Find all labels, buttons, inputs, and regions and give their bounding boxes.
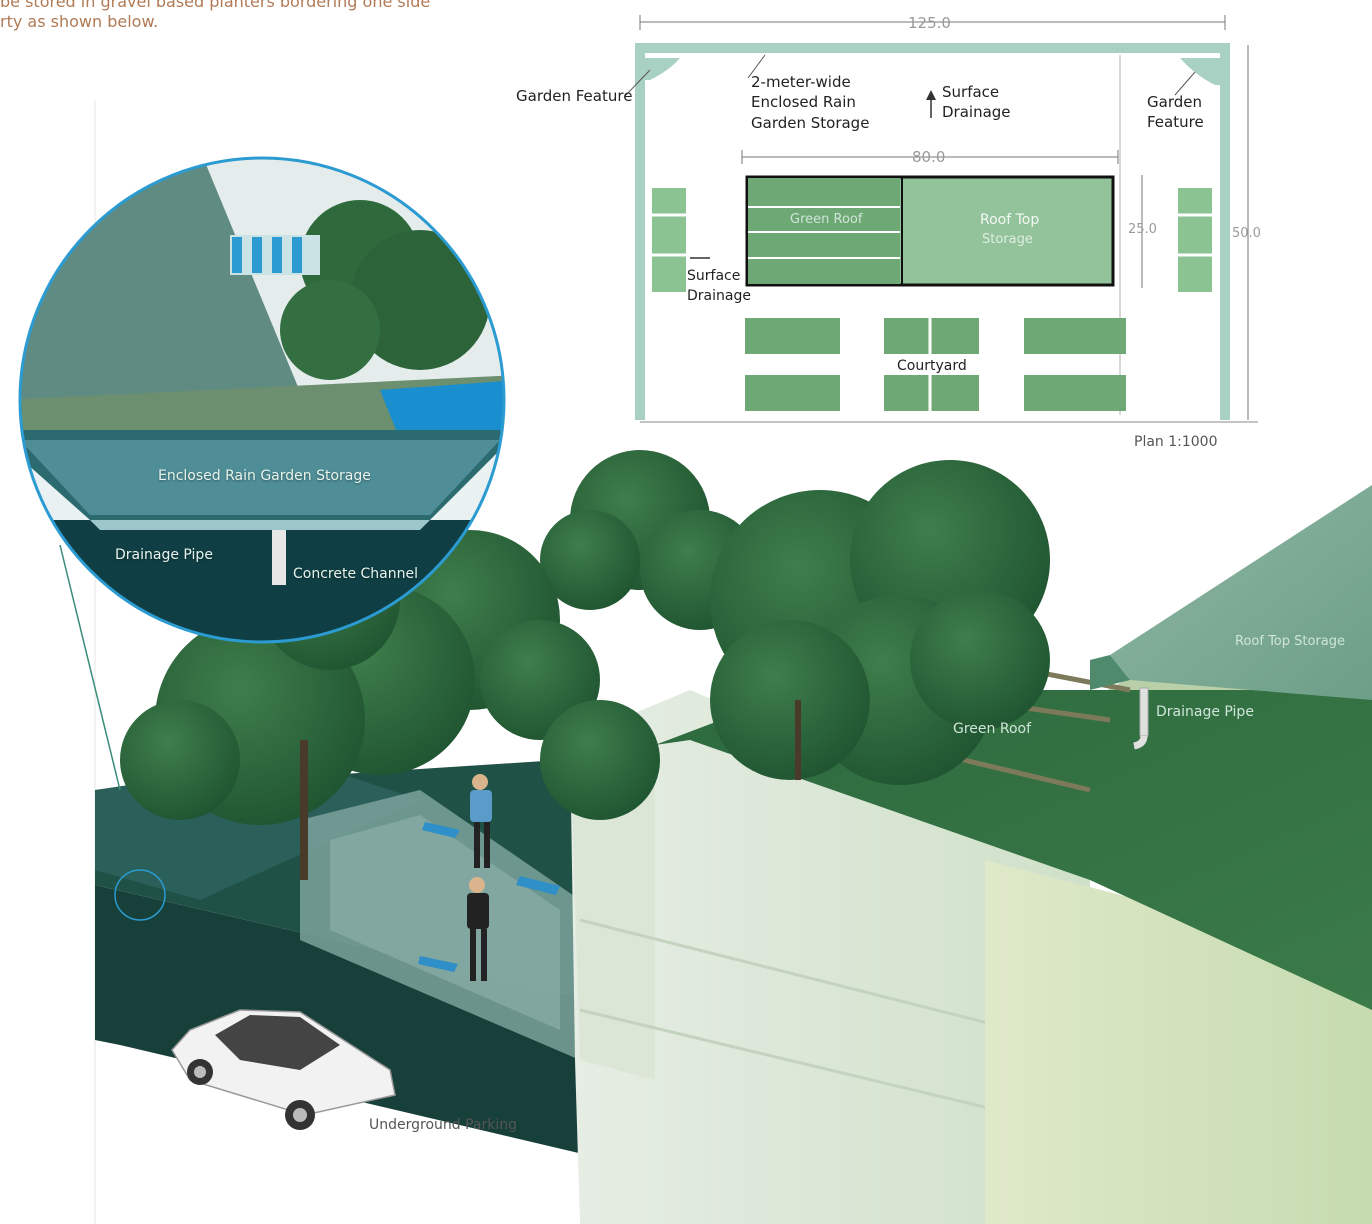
label-green-roof-plan: Green Roof (790, 212, 863, 227)
inset-ring (18, 156, 506, 644)
dim-overall-depth: 50.0 (1232, 226, 1261, 241)
label-enclosed-rain-garden-storage: Enclosed Rain Garden Storage (158, 468, 371, 484)
inset-circle (20, 158, 504, 642)
plan-scale: Plan 1:1000 (1134, 434, 1218, 450)
label-storage-line-3: Garden Storage (751, 114, 870, 132)
label-surface-drainage-top-2: Drainage (942, 103, 1011, 121)
label-roof-top-storage-plan-2: Storage (982, 232, 1033, 247)
car (171, 1009, 396, 1130)
intro-line-1: be stored in gravel based planters borde… (0, 0, 431, 11)
intro-line-2: rty as shown below. (0, 12, 159, 31)
label-garden-feature-right-1: Garden (1147, 93, 1202, 111)
label-garden-feature-right-2: Feature (1147, 113, 1204, 131)
dim-block-height: 25.0 (1128, 222, 1157, 237)
green-roof (655, 690, 1372, 1010)
label-section-drainage-pipe: Drainage Pipe (1156, 704, 1254, 720)
label-surface-drainage-side-1: Surface (687, 268, 741, 284)
label-surface-drainage-top-1: Surface (942, 83, 1000, 101)
dim-inner-width: 80.0 (912, 148, 946, 166)
plan-drawing (624, 15, 1258, 425)
pedestrians (467, 774, 492, 981)
label-green-roof: Green Roof (953, 721, 1032, 737)
label-storage-line-2: Enclosed Rain (751, 93, 856, 111)
label-surface-drainage-side-2: Drainage (687, 288, 751, 304)
roof-top-storage (1110, 485, 1372, 700)
label-roof-top-storage-plan-1: Roof Top (980, 212, 1040, 228)
label-concrete-channel: Concrete Channel (293, 566, 419, 582)
label-courtyard: Courtyard (897, 358, 967, 374)
dim-overall-width: 125.0 (908, 14, 951, 32)
label-inset-drainage-pipe: Drainage Pipe (115, 547, 213, 563)
intro-text: be stored in gravel based planters borde… (0, 0, 430, 32)
label-underground-parking: Underground Parking (369, 1117, 518, 1133)
label-storage-line-1: 2-meter-wide (751, 73, 851, 91)
label-roof-top-storage: Roof Top Storage (1235, 634, 1345, 649)
label-garden-feature-left: Garden Feature (516, 87, 633, 105)
